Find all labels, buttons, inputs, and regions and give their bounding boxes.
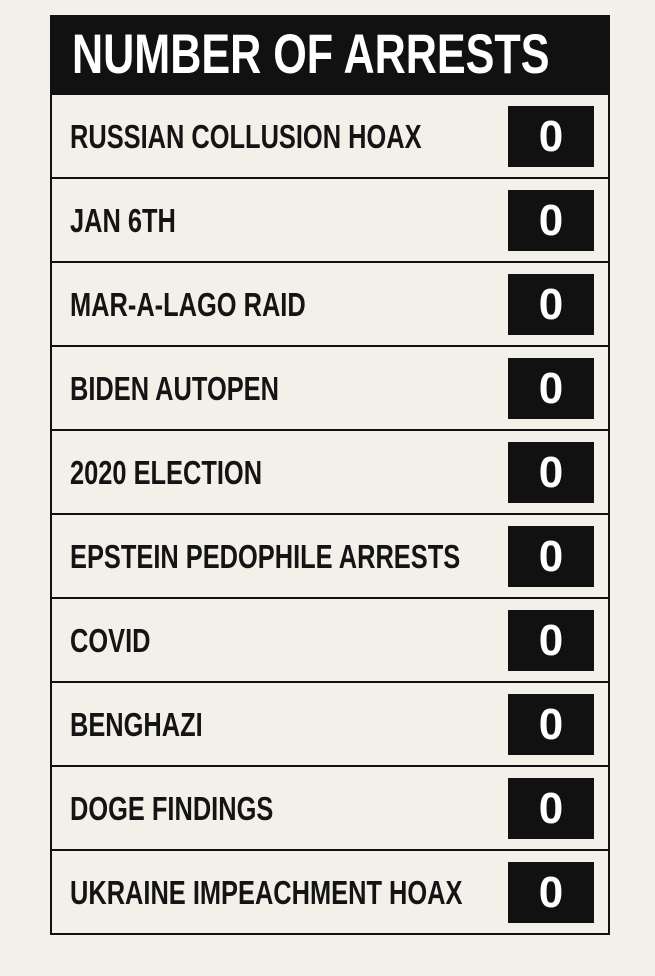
table-row: BIDEN AUTOPEN 0 xyxy=(52,345,608,429)
arrest-count: 0 xyxy=(508,358,594,419)
table-row: EPSTEIN PEDOPHILE ARRESTS 0 xyxy=(52,513,608,597)
arrest-count: 0 xyxy=(508,190,594,251)
arrest-count: 0 xyxy=(508,694,594,755)
arrests-table: NUMBER OF ARRESTS RUSSIAN COLLUSION HOAX… xyxy=(50,15,610,935)
row-label: 2020 ELECTION xyxy=(70,454,263,491)
row-label: BENGHAZI xyxy=(70,706,203,743)
row-label: UKRAINE IMPEACHMENT HOAX xyxy=(70,874,463,911)
row-label: RUSSIAN COLLUSION HOAX xyxy=(70,118,422,155)
arrest-count: 0 xyxy=(508,274,594,335)
arrest-count: 0 xyxy=(508,610,594,671)
title: NUMBER OF ARRESTS xyxy=(72,22,550,85)
table-row: COVID 0 xyxy=(52,597,608,681)
arrest-count: 0 xyxy=(508,778,594,839)
row-label: BIDEN AUTOPEN xyxy=(70,370,279,407)
table-row: UKRAINE IMPEACHMENT HOAX 0 xyxy=(52,849,608,933)
table-row: DOGE FINDINGS 0 xyxy=(52,765,608,849)
table-row: 2020 ELECTION 0 xyxy=(52,429,608,513)
arrest-count: 0 xyxy=(508,862,594,923)
table-row: BENGHAZI 0 xyxy=(52,681,608,765)
table-row: MAR-A-LAGO RAID 0 xyxy=(52,261,608,345)
row-label: DOGE FINDINGS xyxy=(70,790,274,827)
table-body: RUSSIAN COLLUSION HOAX 0 JAN 6TH 0 MAR-A-LAG… xyxy=(52,93,608,933)
arrest-count: 0 xyxy=(508,106,594,167)
table-row: RUSSIAN COLLUSION HOAX 0 xyxy=(52,93,608,177)
arrest-count: 0 xyxy=(508,526,594,587)
row-label: COVID xyxy=(70,622,151,659)
table-header: NUMBER OF ARRESTS xyxy=(52,15,608,93)
row-label: EPSTEIN PEDOPHILE ARRESTS xyxy=(70,538,461,575)
row-label: JAN 6TH xyxy=(70,202,176,239)
arrest-count: 0 xyxy=(508,442,594,503)
table-row: JAN 6TH 0 xyxy=(52,177,608,261)
row-label: MAR-A-LAGO RAID xyxy=(70,286,306,323)
